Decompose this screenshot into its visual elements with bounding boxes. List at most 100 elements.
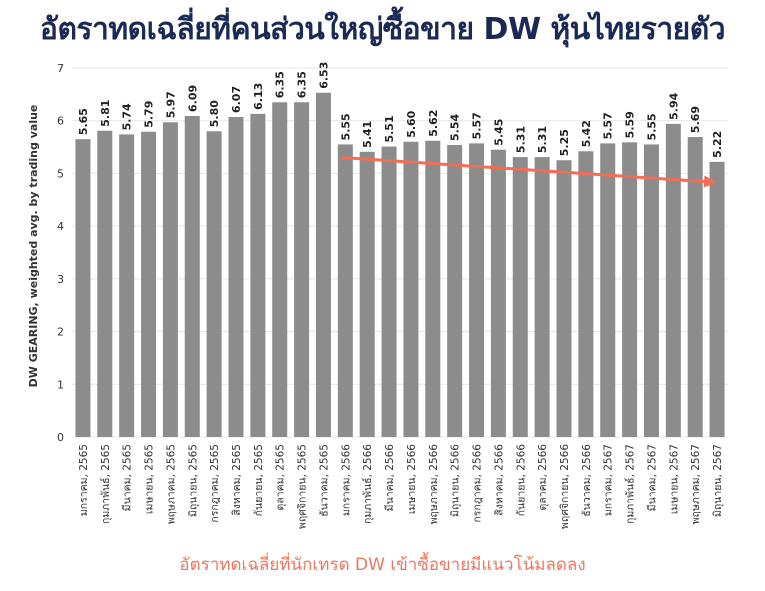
value-label: 5.41 (361, 121, 374, 148)
x-tick-label: สิงหาคม, 2565 (231, 444, 243, 516)
bar (75, 139, 91, 437)
x-tick-label: มิถุนายน, 2567 (712, 444, 724, 517)
bar (447, 144, 463, 437)
x-tick-label: พฤษภาคม, 2566 (428, 444, 440, 525)
chart-headline: อัตราทดเฉลี่ยที่คนส่วนใหญ่ซื้อขาย DW หุ้… (39, 12, 726, 47)
trend-arrow (341, 156, 718, 188)
value-label: 5.81 (99, 100, 112, 127)
value-label: 6.13 (252, 83, 265, 110)
bar (622, 142, 638, 437)
x-axis-ticks: มกราคม, 2565 กุมภาพันธ์, 2565 มีนาคม, 2565… (78, 444, 724, 529)
x-tick-label: กุมภาพันธ์, 2567 (624, 444, 637, 524)
x-tick-label: เมษายน, 2567 (668, 444, 680, 514)
trend-arrowhead (703, 175, 718, 188)
value-label: 5.65 (77, 108, 90, 135)
value-label: 6.09 (186, 85, 199, 112)
bar (578, 151, 594, 437)
y-tick-label: 5 (57, 167, 64, 180)
bar (184, 115, 200, 437)
x-tick-label: กุมภาพันธ์, 2565 (99, 444, 112, 524)
bars (75, 92, 725, 438)
value-label: 6.35 (274, 71, 287, 98)
bar (206, 131, 222, 437)
x-tick-label: มีนาคม, 2566 (383, 444, 396, 512)
x-tick-label: มกราคม, 2567 (603, 444, 615, 516)
y-tick-label: 7 (57, 62, 64, 75)
bar (687, 137, 703, 437)
value-label: 5.55 (645, 113, 658, 140)
x-tick-label: เมษายน, 2566 (406, 444, 418, 514)
value-label: 6.53 (317, 62, 330, 89)
value-label: 5.54 (449, 113, 462, 140)
x-tick-label: พฤษภาคม, 2565 (165, 444, 177, 524)
bar (162, 122, 178, 437)
value-label: 5.69 (689, 106, 702, 133)
bar (490, 149, 506, 437)
value-label: 5.57 (602, 112, 615, 139)
value-label: 5.60 (405, 110, 418, 137)
x-tick-label: กรกฎาคม, 2565 (209, 444, 221, 523)
value-label: 5.42 (580, 120, 593, 147)
value-label: 6.35 (296, 71, 309, 98)
value-label: 5.55 (339, 113, 352, 140)
bar (337, 144, 353, 437)
x-tick-label: มิถุนายน, 2566 (450, 444, 462, 517)
value-labels: 5.65 5.81 5.74 5.79 5.97 6.09 5.80 6.07 6.13 6.35… (77, 62, 724, 158)
x-tick-label: พฤศจิกายน, 2565 (297, 444, 309, 529)
y-axis-ticks: 0 1 2 3 4 5 6 7 (57, 62, 64, 444)
x-tick-label: สิงหาคม, 2566 (493, 444, 505, 516)
value-label: 5.80 (208, 100, 221, 127)
value-label: 5.25 (558, 129, 571, 156)
bar (294, 102, 310, 437)
x-tick-label: มีนาคม, 2565 (121, 444, 134, 511)
y-tick-label: 1 (57, 378, 64, 391)
bar (556, 160, 572, 437)
y-axis-label: DW GEARING, weighted avg. by trading val… (27, 105, 40, 388)
bar (119, 134, 135, 438)
y-tick-label: 0 (57, 431, 64, 444)
value-label: 5.22 (711, 131, 724, 158)
value-label: 5.97 (164, 91, 177, 118)
value-label: 6.07 (230, 86, 243, 113)
value-label: 5.79 (143, 101, 156, 128)
x-tick-label: ตุลาคม, 2566 (537, 444, 549, 511)
value-label: 5.57 (471, 112, 484, 139)
x-tick-label: กันยายน, 2566 (515, 444, 527, 517)
bar (97, 130, 113, 438)
bar (403, 141, 419, 438)
x-tick-label: มีนาคม, 2567 (645, 444, 658, 511)
value-label: 5.94 (667, 92, 680, 119)
x-tick-label: ธันวาคม, 2566 (581, 444, 593, 517)
y-tick-label: 2 (57, 326, 64, 339)
x-tick-label: กรกฎาคม, 2566 (472, 444, 484, 523)
gridlines (72, 67, 728, 438)
bar (425, 140, 441, 437)
chart-footnote: อัตราทดเฉลี่ยที่นักเทรด DW เข้าซื้อขายมี… (179, 555, 586, 575)
x-tick-label: เมษายน, 2565 (144, 444, 156, 514)
bar (228, 117, 244, 437)
x-tick-label: พฤษภาคม, 2567 (690, 444, 702, 524)
bar (250, 113, 266, 438)
trend-line (341, 156, 711, 184)
value-label: 5.51 (383, 115, 396, 142)
y-tick-label: 6 (57, 115, 64, 128)
y-tick-label: 4 (57, 220, 64, 233)
bar (359, 151, 375, 437)
x-tick-label: กันยายน, 2565 (253, 444, 265, 516)
x-tick-label: ธันวาคม, 2565 (318, 444, 330, 517)
bar (665, 123, 681, 438)
x-tick-label: กุมภาพันธ์, 2566 (361, 444, 374, 524)
value-label: 5.31 (514, 126, 527, 153)
value-label: 5.31 (536, 126, 549, 153)
bar (315, 92, 331, 438)
bar (469, 143, 485, 438)
bar (709, 161, 725, 437)
bar (512, 157, 528, 437)
y-tick-label: 3 (57, 273, 64, 286)
value-label: 5.45 (492, 119, 505, 146)
x-tick-label: พฤศจิกายน, 2566 (559, 444, 571, 529)
bar (141, 131, 157, 437)
x-tick-label: ตุลาคม, 2565 (275, 444, 287, 511)
bar (534, 157, 550, 437)
